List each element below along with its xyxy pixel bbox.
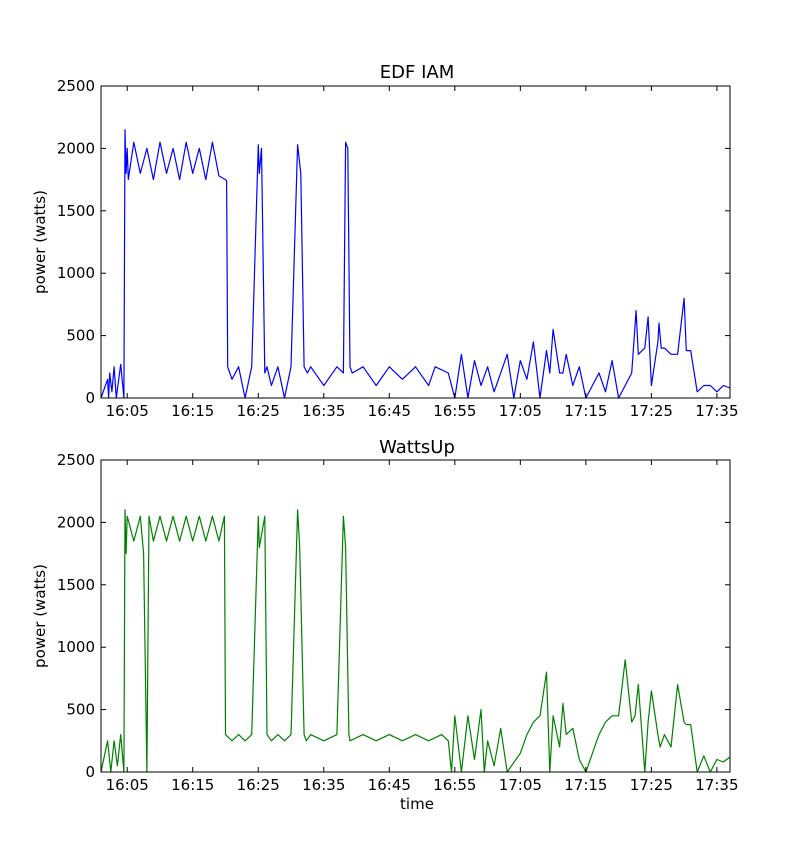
edf-iam-x-tick-label: 16:45 [368,402,411,420]
edf-iam-x-tick-label: 16:05 [106,402,149,420]
edf-iam-x-tick-label: 16:35 [302,402,345,420]
wattsup-plot-frame [100,459,731,773]
edf-iam-plot-border [100,85,731,399]
wattsup-y-tick-label: 500 [66,701,95,719]
wattsup-x-tick-label: 17:05 [499,776,542,794]
wattsup-y-tick-label: 0 [85,763,95,781]
wattsup-x-tick-label: 17:15 [564,776,607,794]
edf-iam-x-tick-label: 16:15 [171,402,214,420]
edf-iam-x-tick-label: 17:15 [564,402,607,420]
wattsup-x-tick-label: 16:25 [237,776,280,794]
edf-iam-y-ticks: 0 500 1000 1500 2000 2500 [57,77,730,407]
wattsup-x-ticks: 16:05 16:15 16:25 16:35 16:45 16:55 17:05 17:15… [106,460,739,794]
wattsup-x-tick-label: 16:35 [302,776,345,794]
wattsup-y-tick-label: 1500 [57,576,95,594]
edf-iam-x-tick-label: 17:35 [695,402,738,420]
edf-iam-y-axis-label: power (watts) [31,190,49,294]
wattsup-y-tick-label: 1000 [57,638,95,656]
edf-iam-y-tick-label: 0 [85,389,95,407]
edf-iam-title: EDF IAM [380,62,454,83]
wattsup-title: WattsUp [379,437,455,458]
wattsup-series-group [100,509,731,773]
wattsup-x-tick-label: 16:45 [368,776,411,794]
wattsup-x-tick-label: 17:25 [630,776,673,794]
edf-iam-x-ticks: 16:05 16:15 16:25 16:35 16:45 16:55 17:05 17:15… [106,86,739,420]
edf-iam-x-tick-label: 17:25 [630,402,673,420]
edf-iam-x-tick-label: 16:55 [433,402,476,420]
wattsup-y-tick-label: 2000 [57,513,95,531]
wattsup-power-line [100,509,731,773]
wattsup-x-tick-label: 16:55 [433,776,476,794]
edf-iam-y-tick-label: 500 [66,327,95,345]
x-axis-label: time [400,795,434,813]
edf-iam-y-tick-label: 2500 [57,77,95,95]
wattsup-y-ticks: 0 500 1000 1500 2000 2500 [57,451,730,781]
edf-iam-plot-frame [100,85,731,399]
wattsup-plot-border [100,459,731,773]
wattsup-x-tick-label: 16:05 [106,776,149,794]
wattsup-x-tick-label: 16:15 [171,776,214,794]
edf-iam-y-tick-label: 2000 [57,139,95,157]
edf-iam-y-tick-label: 1500 [57,202,95,220]
wattsup-y-tick-label: 2500 [57,451,95,469]
edf-iam-power-line [100,129,731,399]
edf-iam-y-tick-label: 1000 [57,264,95,282]
wattsup-y-axis-label: power (watts) [31,564,49,668]
edf-iam-x-tick-label: 17:05 [499,402,542,420]
wattsup-x-tick-label: 17:35 [695,776,738,794]
edf-iam-x-tick-label: 16:25 [237,402,280,420]
edf-iam-series-group [100,129,731,399]
